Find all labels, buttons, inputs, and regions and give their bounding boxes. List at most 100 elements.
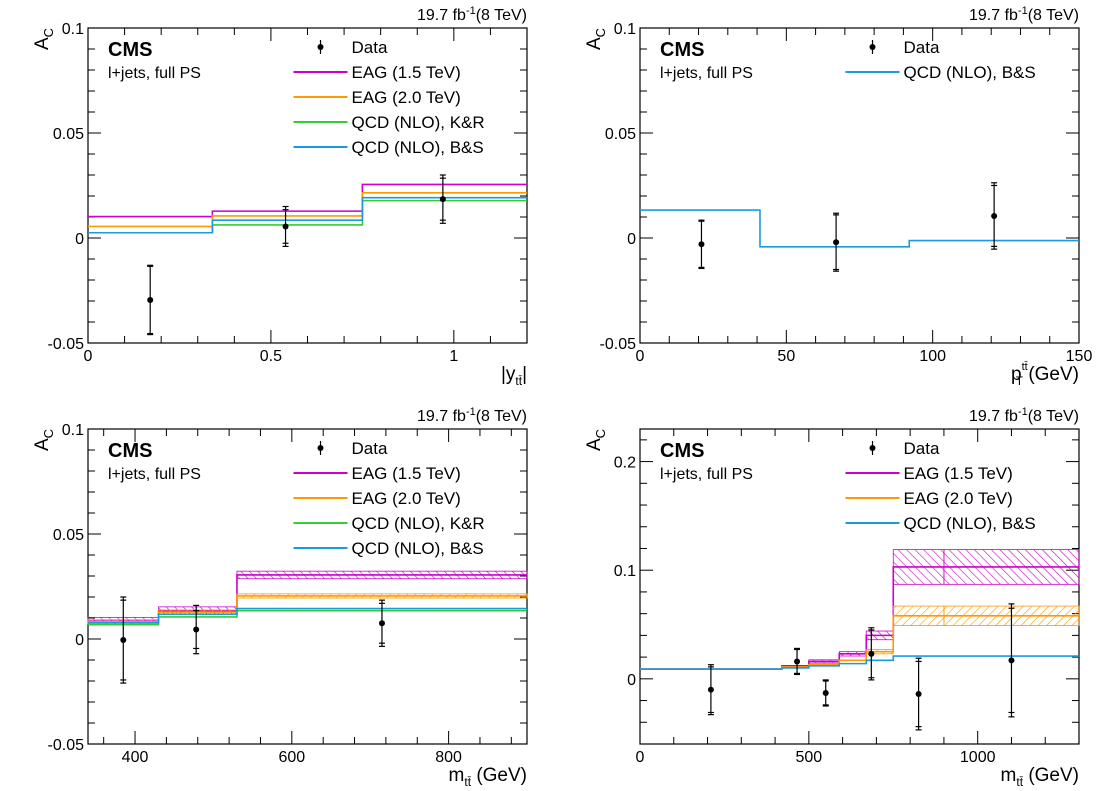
x-tick-label: 0: [636, 348, 645, 365]
data-point: [707, 686, 714, 693]
legend-data-marker: [869, 44, 876, 50]
data-points: [698, 182, 998, 272]
y-tick-label: 0.05: [53, 126, 84, 143]
data-points: [147, 174, 446, 336]
plot-frame: [639, 27, 1080, 344]
channel-label: l+jets, full PS: [108, 466, 201, 483]
experiment-label: CMS: [660, 440, 704, 462]
x-axis-label: mtt̄ (GeV): [449, 765, 527, 789]
step-line: [88, 183, 527, 218]
series-eag20: [88, 192, 527, 228]
legend-label: QCD (NLO), B&S: [352, 539, 484, 558]
channel-label: l+jets, full PS: [660, 65, 753, 82]
y-tick-label: 0.1: [62, 422, 84, 439]
legend-label: EAG (1.5 TeV): [904, 464, 1013, 483]
y-tick-label: -0.05: [48, 737, 85, 754]
y-tick-label: 0: [627, 672, 636, 689]
y-tick-label: 0.1: [62, 21, 84, 38]
data-points: [120, 596, 385, 684]
channel-label: l+jets, full PS: [108, 65, 201, 82]
step-line: [88, 196, 527, 234]
legend-label: Data: [352, 439, 388, 458]
data-point: [193, 626, 200, 633]
x-tick-label: 50: [777, 348, 795, 365]
legend-label: EAG (1.5 TeV): [352, 63, 461, 82]
series-bs: [88, 196, 527, 234]
data-point: [991, 212, 998, 219]
legend-data-marker: [869, 445, 876, 451]
legend-label: EAG (2.0 TeV): [352, 489, 461, 508]
plot-frame: [87, 428, 528, 745]
legend-label: EAG (1.5 TeV): [352, 464, 461, 483]
data-point: [698, 241, 705, 248]
x-tick-label: 1000: [960, 749, 996, 766]
step-line: [88, 595, 527, 623]
x-tick-label: 0: [636, 749, 645, 766]
x-tick-label: 600: [278, 749, 305, 766]
y-axis-label: AC: [32, 429, 56, 451]
series-eag15: [640, 549, 1080, 670]
x-tick-label: 150: [1066, 348, 1093, 365]
x-tick-label: 1: [449, 348, 458, 365]
y-tick-label: 0.05: [53, 527, 84, 544]
luminosity-label: 19.7 fb-1(8 TeV): [969, 406, 1079, 425]
x-tick-label: 400: [122, 749, 149, 766]
legend-label: Data: [904, 38, 940, 57]
y-tick-label: 0: [75, 632, 84, 649]
plot-frame: [639, 428, 1080, 745]
x-axis-label: mtt̄ (GeV): [1001, 765, 1079, 789]
panel-bottom-left: -0.05 0 0.05 0.1 400 600 800 AC mtt̄ (GeV) 19.7 f…: [32, 406, 528, 789]
series-bs: [640, 209, 1079, 248]
legend: Data EAG (1.5 TeV) EAG (2.0 TeV) QCD (NLO),…: [845, 439, 1036, 533]
legend: Data EAG (1.5 TeV) EAG (2.0 TeV) QCD (NLO),…: [293, 439, 485, 558]
x-axis-label: ptt̄ T (GeV): [1011, 361, 1079, 388]
legend-data-marker: [317, 44, 324, 50]
y-tick-label: 0: [75, 231, 84, 248]
experiment-label: CMS: [108, 39, 152, 61]
luminosity-label: 19.7 fb-1(8 TeV): [417, 5, 527, 24]
step-line: [88, 609, 527, 626]
data-point: [822, 689, 829, 696]
y-tick-label: 0: [627, 231, 636, 248]
data-point: [794, 658, 801, 665]
legend-label: Data: [904, 439, 940, 458]
legend-label: QCD (NLO), B&S: [352, 138, 484, 157]
series-eag15: [88, 183, 527, 218]
luminosity-label: 19.7 fb-1(8 TeV): [417, 406, 527, 425]
x-tick-label: 0: [84, 348, 93, 365]
y-tick-label: -0.05: [600, 336, 637, 353]
x-tick-label: 0.5: [260, 348, 282, 365]
data-point: [120, 637, 127, 644]
data-points: [707, 603, 1015, 731]
legend-label: QCD (NLO), K&R: [352, 113, 485, 132]
step-line: [640, 566, 1079, 670]
luminosity-label: 19.7 fb-1(8 TeV): [969, 5, 1079, 24]
legend-label: EAG (2.0 TeV): [352, 88, 461, 107]
y-tick-label: 0.2: [614, 455, 636, 472]
legend-label: Data: [352, 38, 388, 57]
data-point: [378, 620, 385, 627]
step-line: [88, 192, 527, 228]
experiment-label: CMS: [108, 440, 152, 462]
step-line: [640, 615, 1079, 670]
y-tick-label: 0.1: [614, 21, 636, 38]
step-line: [640, 655, 1079, 670]
x-tick-label: 800: [435, 749, 462, 766]
y-tick-label: 0.1: [614, 563, 636, 580]
legend-label: QCD (NLO), B&S: [904, 514, 1036, 533]
step-line: [640, 209, 1079, 248]
panel-bottom-right: 0 0.1 0.2 0 500 1000 AC mtt̄ (GeV) 19.7 fb-1(8 T…: [584, 406, 1080, 789]
data-point: [439, 196, 446, 203]
data-point: [915, 691, 922, 698]
legend: Data EAG (1.5 TeV) EAG (2.0 TeV) QCD (NLO),…: [293, 38, 485, 157]
x-tick-label: 100: [919, 348, 946, 365]
y-axis-label: AC: [584, 429, 608, 451]
legend-label: QCD (NLO), K&R: [352, 514, 485, 533]
y-axis-label: AC: [584, 28, 608, 50]
y-tick-label: -0.05: [48, 336, 85, 353]
x-axis-label: |ytt̄|: [501, 364, 527, 388]
data-point: [833, 239, 840, 246]
